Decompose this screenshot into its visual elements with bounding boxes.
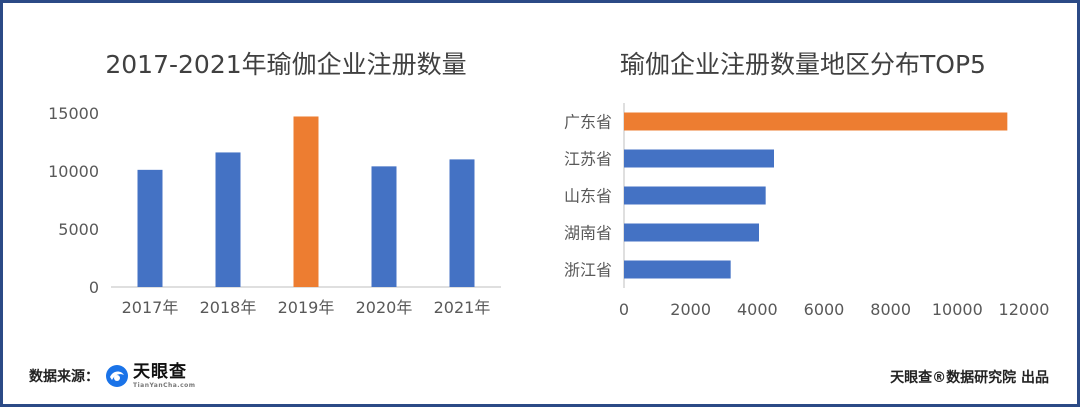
chart1-ytick-1: 5000 xyxy=(58,220,99,239)
chart2-ytick-0: 广东省 xyxy=(564,113,612,132)
chart2-title: 瑜伽企业注册数量地区分布TOP5 xyxy=(620,50,986,79)
chart2-xtick-4: 8000 xyxy=(870,300,911,319)
chart2-bar-2 xyxy=(624,186,766,205)
chart2-xtick-0: 0 xyxy=(619,300,629,319)
tianyancha-logo: 天眼查 TianYanCha.com xyxy=(105,361,196,389)
chart2-ytick-4: 浙江省 xyxy=(564,261,612,280)
chart1-bar-1 xyxy=(215,152,241,287)
chart2-bar-3 xyxy=(624,223,759,242)
chart2-bar-1 xyxy=(624,149,774,168)
logo-name: 天眼查 xyxy=(133,361,187,382)
source-label: 数据来源： xyxy=(29,369,99,385)
tianyancha-logo-icon xyxy=(106,365,128,387)
chart1-xtick-1: 2018年 xyxy=(200,298,257,317)
chart1-xtick-2: 2019年 xyxy=(278,298,335,317)
chart1-xtick-3: 2020年 xyxy=(356,298,413,317)
chart2-xtick-1: 2000 xyxy=(670,300,711,319)
chart1-bar-0 xyxy=(137,169,163,287)
chart2-xtick-3: 6000 xyxy=(804,300,845,319)
chart2-bar-0 xyxy=(624,112,1008,131)
chart1-xtick-4: 2021年 xyxy=(434,298,491,317)
chart2-xtick-6: 12000 xyxy=(999,300,1050,319)
chart1-ytick-0: 0 xyxy=(89,278,99,297)
data-source: 数据来源： 天眼查 TianYanCha.com xyxy=(29,363,196,389)
chart2-xtick-5: 10000 xyxy=(932,300,983,319)
chart1-bar-4 xyxy=(449,159,475,287)
chart1-bar-3 xyxy=(371,166,397,287)
charts-canvas: 2017-2021年瑜伽企业注册数量 0 5000 10000 15000 2017年 20… xyxy=(48,50,1050,319)
chart1-title: 2017-2021年瑜伽企业注册数量 xyxy=(105,50,466,79)
chart1-xtick-0: 2017年 xyxy=(122,298,179,317)
chart2-ytick-2: 山东省 xyxy=(564,187,612,206)
chart2-ytick-3: 湖南省 xyxy=(564,224,612,243)
chart1-ytick-3: 15000 xyxy=(48,104,99,123)
credit-text: 天眼查®数据研究院 出品 xyxy=(890,370,1049,386)
chart2-bar-4 xyxy=(624,260,731,279)
chart2-xtick-2: 4000 xyxy=(737,300,778,319)
logo-sub: TianYanCha.com xyxy=(133,381,196,389)
chart1-ytick-2: 10000 xyxy=(48,162,99,181)
chart1-bar-2 xyxy=(293,116,319,287)
chart2-ytick-1: 江苏省 xyxy=(564,150,612,169)
